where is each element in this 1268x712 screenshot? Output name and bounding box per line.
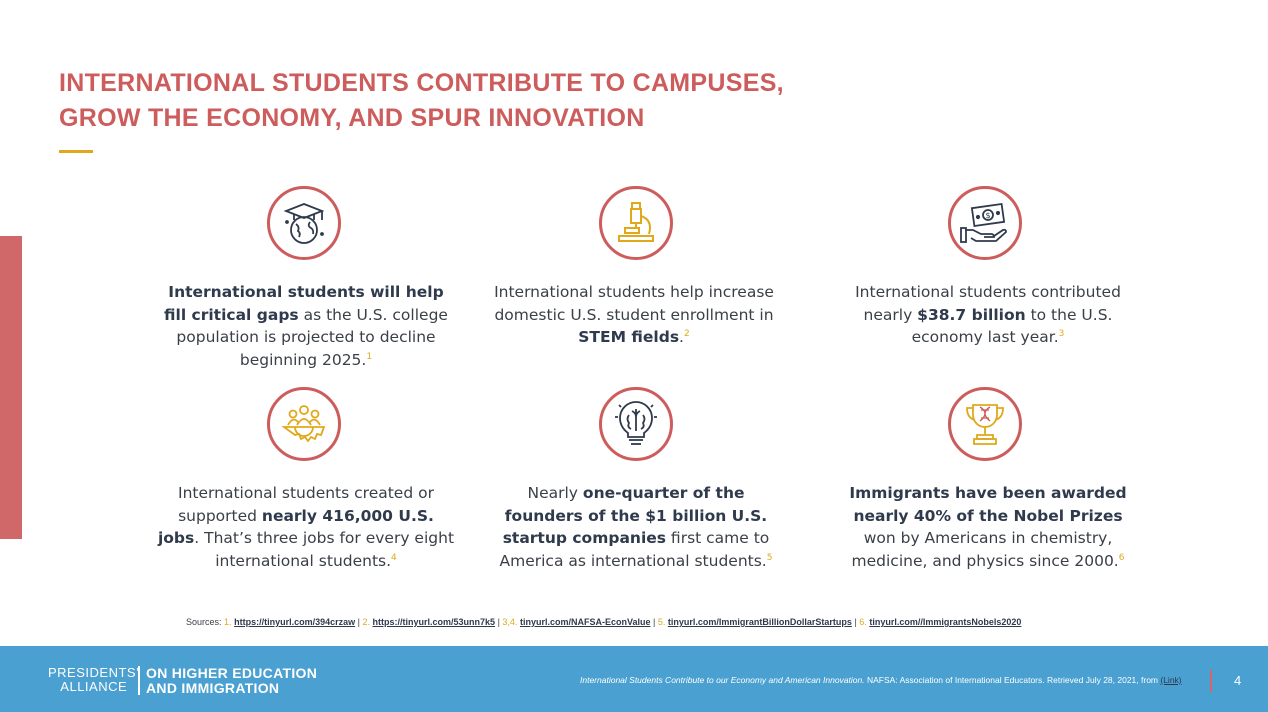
source-link-3-4[interactable]: tinyurl.com/NAFSA-EconValue: [519, 617, 651, 627]
source-link-6[interactable]: tinyurl.com//ImmigrantsNobels2020: [869, 617, 1022, 627]
page-title: INTERNATIONAL STUDENTS CONTRIBUTE TO CAM…: [59, 66, 819, 136]
footnote-ref-1: 1: [366, 351, 373, 362]
side-accent-bar: [0, 236, 22, 539]
logo-higher-education: ON HIGHER EDUCATION AND IMMIGRATION: [146, 665, 318, 696]
fact-jobs-supported: International students created or suppor…: [157, 484, 455, 570]
fact-startup-founders: Nearly one-quarter of the founders of th…: [499, 484, 773, 570]
source-link-2[interactable]: https://tinyurl.com/53unn7k5: [372, 617, 496, 627]
page-number: 4: [1234, 673, 1242, 688]
fact-nobel-prizes: Immigrants have been awarded nearly 40% …: [849, 484, 1127, 570]
title-line-1: INTERNATIONAL STUDENTS CONTRIBUTE TO CAM…: [59, 69, 784, 97]
graduation-globe-icon: [267, 186, 341, 260]
footnote-ref-4: 4: [391, 552, 397, 563]
people-gear-icon: [267, 387, 341, 461]
footnote-ref-6: 6: [1118, 552, 1125, 563]
brain-lightbulb-icon: [599, 387, 673, 461]
title-underline: [59, 150, 93, 153]
footer-bar: PRESIDENTS’ ALLIANCE ON HIGHER EDUCATION…: [0, 646, 1268, 712]
microscope-icon: [599, 186, 673, 260]
title-line-2: GROW THE ECONOMY, AND SPUR INNOVATION: [59, 104, 645, 132]
source-link-5[interactable]: tinyurl.com/ImmigrantBillionDollarStartu…: [667, 617, 852, 627]
trophy-dna-icon: [948, 387, 1022, 461]
fact-stem-enrollment: International students help increase dom…: [494, 283, 774, 346]
footnote-ref-2: 2: [683, 328, 690, 339]
sources-line: Sources: 1. https://tinyurl.com/394crzaw…: [186, 617, 1022, 627]
logo-divider: [138, 666, 140, 695]
fact-critical-gaps: International students will help fill cr…: [164, 283, 448, 369]
sources-label: Sources:: [186, 617, 222, 627]
citation-link[interactable]: (Link): [1160, 675, 1182, 685]
fact-economy-contribution: International students contributed nearl…: [855, 283, 1121, 346]
source-link-1[interactable]: https://tinyurl.com/394crzaw: [234, 617, 356, 627]
svg-text:$: $: [986, 211, 991, 220]
footer-citation: International Students Contribute to our…: [580, 675, 1182, 685]
footnote-ref-3: 3: [1058, 328, 1065, 339]
money-hand-icon: $: [948, 186, 1022, 260]
page-number-separator: [1210, 670, 1212, 692]
footnote-ref-5: 5: [766, 552, 773, 563]
logo-presidents-alliance: PRESIDENTS’ ALLIANCE: [48, 665, 140, 694]
